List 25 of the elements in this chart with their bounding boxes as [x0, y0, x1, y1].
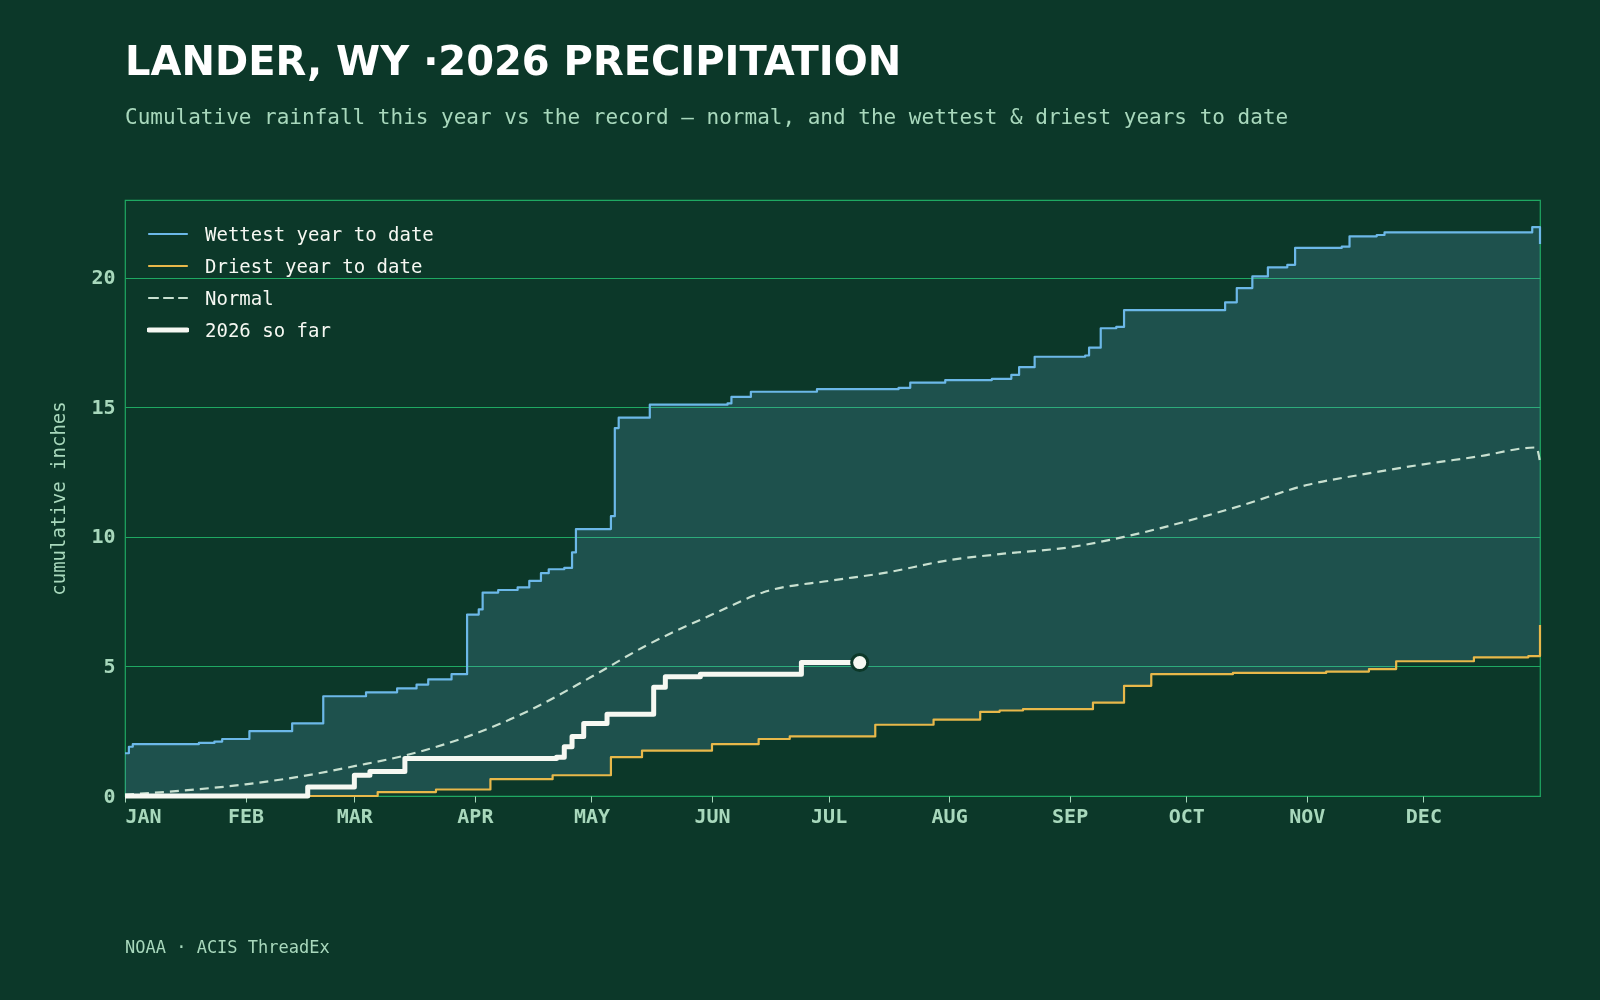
y-tick-label: 15	[91, 394, 116, 419]
y-tick-label: 20	[91, 265, 116, 290]
x-tick-label: APR	[457, 803, 495, 828]
y-tick-label: 10	[91, 524, 116, 549]
y-tick-label: 5	[103, 653, 116, 678]
legend-label: Driest year to date	[205, 254, 423, 279]
x-tick-label: JAN	[125, 803, 162, 828]
y-axis-title: cumulative inches	[47, 401, 70, 596]
text: NOAA · ACIS ThreadEx	[125, 937, 330, 957]
legend-label: Normal	[205, 286, 274, 311]
x-tick-label: AUG	[931, 803, 968, 828]
x-tick-label: DEC	[1405, 803, 1442, 828]
x-tick-label: MAR	[336, 803, 374, 828]
x-tick-label: SEP	[1052, 803, 1089, 828]
legend-label: 2026 so far	[205, 318, 331, 343]
x-tick-label: MAY	[573, 803, 611, 828]
y-tick-label: 0	[103, 783, 116, 808]
x-tick-label: FEB	[227, 803, 265, 828]
x-tick-label: OCT	[1168, 803, 1205, 828]
legend-label: Wettest year to date	[205, 222, 434, 247]
x-tick-label: JUN	[694, 803, 731, 828]
chart-subtitle: Cumulative rainfall this year vs the record — normal, and the wettest & driest years to date	[125, 105, 1289, 129]
chart-title: LANDER, WY ·2026 PRECIPITATION	[125, 38, 902, 84]
x-tick-label: JUL	[811, 803, 848, 828]
x-tick-label: NOV	[1289, 803, 1326, 828]
